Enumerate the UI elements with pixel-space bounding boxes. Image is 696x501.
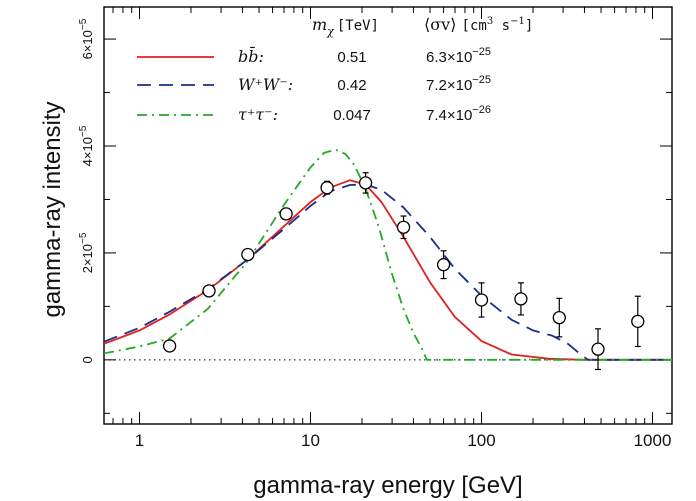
data-point xyxy=(320,181,334,195)
y-tick-label: 0 xyxy=(80,356,95,363)
legend-series-xsec: 7.4×10−26 xyxy=(426,104,491,124)
legend-series-name: W⁺W⁻: xyxy=(238,75,293,94)
data-point xyxy=(474,293,489,307)
series-line-1 xyxy=(104,179,672,361)
legend-series-mass: 0.51 xyxy=(337,49,366,66)
x-axis-title: gamma-ray energy [GeV] xyxy=(253,472,522,499)
series-line-2 xyxy=(104,183,672,361)
data-point xyxy=(436,258,451,272)
data-point xyxy=(514,292,528,306)
legend-series-name: bb̄: xyxy=(238,45,264,66)
x-tick-label: 10 xyxy=(301,431,320,450)
y-axis-title: gamma-ray intensity xyxy=(39,101,66,317)
plot-frame xyxy=(103,6,673,425)
legend-series-mass: 0.42 xyxy=(337,77,366,94)
data-point xyxy=(631,314,645,329)
x-tick-label: 1 xyxy=(135,431,144,450)
data-point xyxy=(202,284,216,298)
legend-series-xsec: 7.2×10−25 xyxy=(426,74,491,94)
x-tick-label: 100 xyxy=(467,431,495,450)
series-line-3 xyxy=(104,148,672,361)
legend-series-name: τ⁺τ⁻: xyxy=(238,105,278,124)
data-point xyxy=(279,207,293,221)
data-point xyxy=(241,247,255,262)
legend-series-xsec: 6.3×10−25 xyxy=(426,46,491,66)
y-tick-label: 6×10−5 xyxy=(78,18,95,59)
data-point xyxy=(396,220,411,234)
data-point xyxy=(552,310,566,325)
data-point xyxy=(162,339,177,353)
data-point xyxy=(358,176,373,190)
legend-series-mass: 0.047 xyxy=(333,107,371,124)
legend-header-mass: mχ [TeV] xyxy=(312,15,379,38)
data-point xyxy=(591,342,605,356)
y-tick-label: 4×10−5 xyxy=(78,125,95,166)
x-tick-label: 1000 xyxy=(634,431,672,450)
y-tick-label: 2×10−5 xyxy=(78,232,95,273)
legend-header-xsec: ⟨σv⟩ [cm3 s−1] xyxy=(424,15,533,34)
